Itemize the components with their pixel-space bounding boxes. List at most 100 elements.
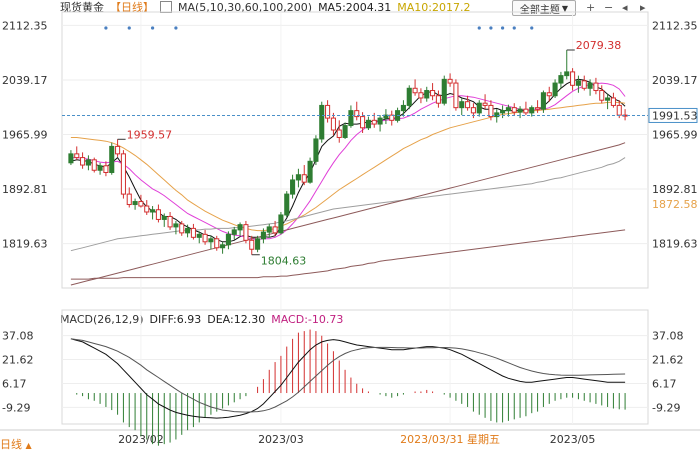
candle-body [441, 78, 447, 104]
candle-body [365, 119, 371, 129]
candle-body [179, 223, 185, 234]
candle-body [260, 231, 266, 240]
event-marker-dot [500, 26, 505, 30]
left-icon[interactable]: ◂ [622, 1, 628, 14]
macd-tick-label-right: -9.29 [652, 401, 680, 414]
candle-body [255, 238, 261, 250]
candle-body [225, 233, 231, 246]
price-tick-label-right: 1892.81 [652, 183, 698, 196]
time-tick-label: 2023/03 [258, 433, 304, 446]
bottom-period-tab[interactable]: 日线 ▲ [0, 436, 32, 452]
extreme-annotation: 1959.57 [127, 128, 173, 141]
extreme-annotation: 1804.63 [261, 255, 307, 268]
candle-body [424, 90, 430, 99]
candle-body [330, 117, 336, 131]
candle-body [243, 224, 249, 241]
event-marker-dot [530, 26, 534, 30]
time-tick-label: 2023/05 [550, 433, 596, 446]
candle-body [505, 107, 511, 112]
candle-body [313, 138, 319, 162]
candle-body [80, 157, 86, 166]
candle-body [336, 129, 342, 138]
candle-body [301, 174, 307, 183]
candle-body [91, 159, 97, 171]
candle-body [435, 95, 441, 104]
theme-button-label: 全部主题 [519, 4, 560, 16]
macd-label: MACD(26,12,9) [60, 313, 144, 326]
candle-body [272, 226, 278, 234]
candle-body [202, 233, 208, 243]
ma10-value: MA10:2017.2 [397, 0, 471, 14]
candle-body [488, 104, 494, 118]
candle-body [511, 107, 517, 113]
candle-body [581, 80, 587, 89]
price-tick-label-right: 2112.35 [652, 19, 698, 32]
right-icon[interactable]: ▸ [640, 1, 646, 14]
candle-body [85, 159, 91, 166]
candle-body [599, 90, 605, 101]
price-tick-label-left: 1892.81 [2, 183, 48, 196]
macd-tick-label-right: 6.17 [652, 377, 677, 390]
candle-body [360, 116, 366, 129]
candle-body [412, 87, 418, 94]
candle-body [447, 78, 453, 84]
ma-line-ma100 [70, 142, 626, 286]
candle-body [535, 107, 541, 110]
event-marker-dot [104, 26, 108, 30]
price-tick-label-right: 1965.99 [652, 128, 698, 141]
ma5-value: MA5:2004.31 [318, 0, 392, 14]
plus-icon[interactable]: + [586, 1, 596, 14]
ma-label: MA(5,10,30,60,100,200) [178, 0, 313, 14]
macd-diff-line [70, 338, 626, 419]
candle-body [208, 238, 214, 243]
symbol-title: 现货黄金 [60, 1, 104, 14]
candle-body [470, 107, 476, 114]
candle-body [459, 101, 465, 109]
candle-body [558, 75, 564, 84]
candle-body [103, 165, 109, 173]
candle-body [389, 114, 395, 121]
caret-up-icon: ▲ [25, 441, 32, 450]
price-tick-label-left: 2112.35 [2, 19, 48, 32]
candle-body [482, 102, 488, 106]
candle-body [237, 224, 243, 231]
candle-body [587, 82, 593, 89]
candle-body [354, 110, 360, 118]
ma-price-label: 1872.58 [652, 198, 698, 211]
candle-body [144, 205, 150, 213]
event-marker-dot [512, 26, 516, 30]
candle-body [430, 90, 436, 97]
candle-body [400, 104, 406, 112]
candle-body [616, 104, 622, 116]
candle-body [74, 153, 80, 159]
chevron-down-icon: ▼ [561, 3, 569, 13]
macd-tick-label-left: 37.08 [2, 330, 34, 343]
candle-body [348, 110, 354, 127]
period-label[interactable]: 【日线】 [110, 1, 154, 14]
price-tick-label-right: 2039.17 [652, 74, 698, 87]
candle-body [546, 92, 552, 97]
macd-diff: DIFF:6.93 [149, 313, 202, 326]
candle-body [575, 80, 581, 86]
candle-body [161, 215, 167, 220]
extreme-annotation: 2079.38 [576, 39, 622, 52]
candle-body [290, 179, 296, 195]
minus-icon[interactable]: − [604, 1, 614, 14]
current-price-label: 1991.53 [652, 109, 698, 122]
ma-line-ma60 [70, 157, 626, 252]
event-marker-dot [127, 26, 131, 30]
price-panel-frame [61, 11, 649, 289]
macd-header: MACD(26,12,9) DIFF:6.93 DEA:12.30 MACD:-… [60, 313, 343, 326]
candle-body [523, 108, 529, 114]
macd-dea-line [70, 338, 626, 413]
candle-body [120, 153, 126, 195]
candle-body [476, 102, 482, 114]
candle-body [126, 193, 132, 206]
candle-body [220, 244, 226, 249]
candle-body [190, 227, 196, 238]
candle-body [325, 104, 331, 119]
candle-body [155, 209, 161, 220]
candle-body [529, 107, 535, 114]
